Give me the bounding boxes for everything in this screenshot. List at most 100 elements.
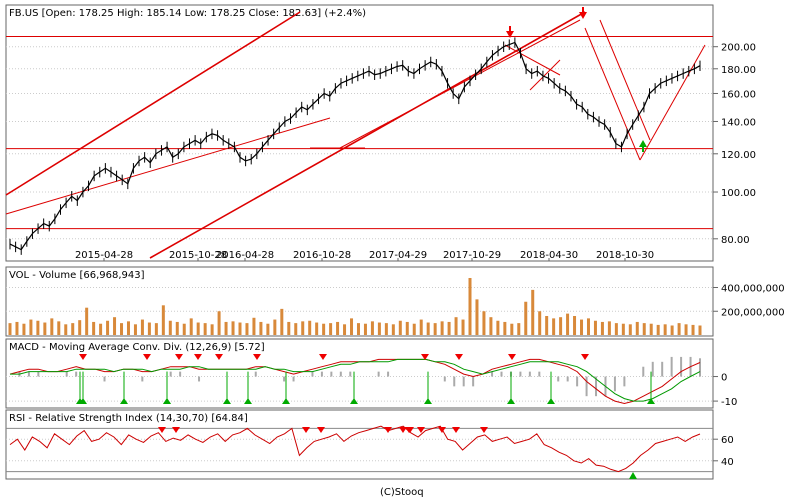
x-tick-label: 2018-04-30	[520, 250, 578, 261]
macd-lines	[9, 358, 701, 405]
volume-bar	[607, 321, 611, 335]
volume-bar	[468, 278, 472, 335]
volume-bar	[252, 317, 256, 335]
macd-panel-title: MACD - Moving Average Conv. Div. (12,26,…	[9, 342, 265, 353]
volume-bar	[698, 325, 702, 335]
macd-y-axis: -10 0	[713, 373, 737, 408]
volume-bar	[315, 322, 319, 335]
volume-bar	[224, 321, 228, 335]
volume-bar	[440, 321, 444, 335]
macd-sell-marker	[421, 354, 429, 360]
volume-bar	[621, 323, 625, 335]
price-y-tick-label: 180.00	[721, 65, 756, 76]
rsi-sell-marker	[438, 427, 446, 433]
volume-bar	[57, 321, 61, 335]
volume-bar	[85, 307, 89, 335]
volume-bar	[50, 318, 54, 335]
volume-bar	[566, 313, 570, 335]
rsi-sell-marker	[417, 427, 425, 433]
macd-sell-marker	[508, 354, 516, 360]
volume-bar	[642, 323, 646, 335]
volume-bar	[677, 323, 681, 335]
macd-histogram	[18, 356, 701, 397]
volume-bar	[15, 321, 19, 335]
volume-bar	[370, 321, 374, 335]
volume-bar	[384, 323, 388, 335]
price-y-tick-label: 80.00	[721, 235, 750, 246]
volume-bar	[684, 324, 688, 335]
volume-bar	[133, 324, 137, 335]
volume-bar	[454, 317, 458, 335]
volume-bar	[329, 323, 333, 335]
volume-bar	[580, 319, 584, 335]
rsi-grid	[6, 427, 713, 473]
volume-bar	[147, 322, 151, 335]
volume-bar	[140, 319, 144, 335]
volume-bar	[531, 289, 535, 335]
volume-bar	[517, 323, 521, 335]
rsi-line	[9, 425, 701, 473]
volume-bar	[350, 318, 354, 335]
macd-sell-marker	[215, 354, 223, 360]
macd-sell-marker	[194, 354, 202, 360]
volume-bar	[29, 319, 33, 335]
rsi-sell-marker	[384, 427, 392, 433]
price-y-axis: 80.00 100.00 120.00 140.00 160.00 180.00 200.0…	[713, 43, 756, 246]
volume-bar	[120, 323, 124, 335]
volume-panel-title: VOL - Volume [66,968,943]	[9, 270, 145, 281]
macd-sell-marker	[581, 354, 589, 360]
volume-bar	[405, 321, 409, 335]
price-trendlines	[5, 11, 713, 259]
volume-bar	[259, 321, 263, 335]
volume-bar	[447, 321, 451, 335]
trend-line	[5, 117, 331, 215]
volume-y-axis: 200,000,000 400,000,000	[713, 284, 785, 318]
volume-bar	[189, 318, 193, 335]
rsi-panel-frame	[5, 409, 714, 480]
volume-bar	[231, 321, 235, 335]
macd-buy-marker	[282, 398, 290, 404]
x-tick-label: 2017-04-29	[369, 250, 427, 261]
volume-bar	[64, 324, 68, 335]
volume-bar	[154, 323, 158, 335]
volume-bar	[433, 323, 437, 335]
volume-bars	[8, 278, 702, 335]
price-y-tick-label: 120.00	[721, 150, 756, 161]
rsi-sell-marker	[158, 427, 166, 433]
volume-y-tick-label: 400,000,000	[721, 284, 785, 295]
x-tick-label: 2018-10-30	[596, 250, 654, 261]
volume-bar	[36, 320, 40, 335]
price-panel-title: FB.US [Open: 178.25 High: 185.14 Low: 17…	[9, 8, 366, 19]
x-tick-label: 2016-04-28	[216, 250, 274, 261]
macd-sell-marker	[253, 354, 261, 360]
sell-arrow-marker	[579, 12, 587, 19]
trend-line	[584, 27, 641, 161]
macd-buy-marker	[223, 398, 231, 404]
rsi-y-tick-label: 40	[721, 457, 734, 468]
rsi-sell-marker	[452, 427, 460, 433]
macd-buy-marker	[647, 398, 655, 404]
trend-line	[339, 19, 581, 149]
volume-bar	[308, 320, 312, 335]
volume-bar	[552, 318, 556, 335]
price-series	[9, 37, 701, 255]
macd-markers	[76, 354, 655, 404]
volume-bar	[614, 323, 618, 335]
volume-bar	[691, 324, 695, 335]
macd-sell-marker	[319, 354, 327, 360]
volume-bar	[391, 324, 395, 335]
volume-bar	[280, 308, 284, 335]
volume-bar	[78, 320, 82, 335]
volume-bar	[99, 323, 103, 335]
volume-bar	[538, 311, 542, 335]
volume-grid	[6, 287, 713, 312]
rsi-markers	[158, 427, 637, 479]
trend-line	[149, 11, 586, 259]
macd-buy-marker	[244, 398, 252, 404]
volume-bar	[573, 316, 577, 335]
macd-sell-marker	[143, 354, 151, 360]
rsi-sell-marker	[317, 427, 325, 433]
